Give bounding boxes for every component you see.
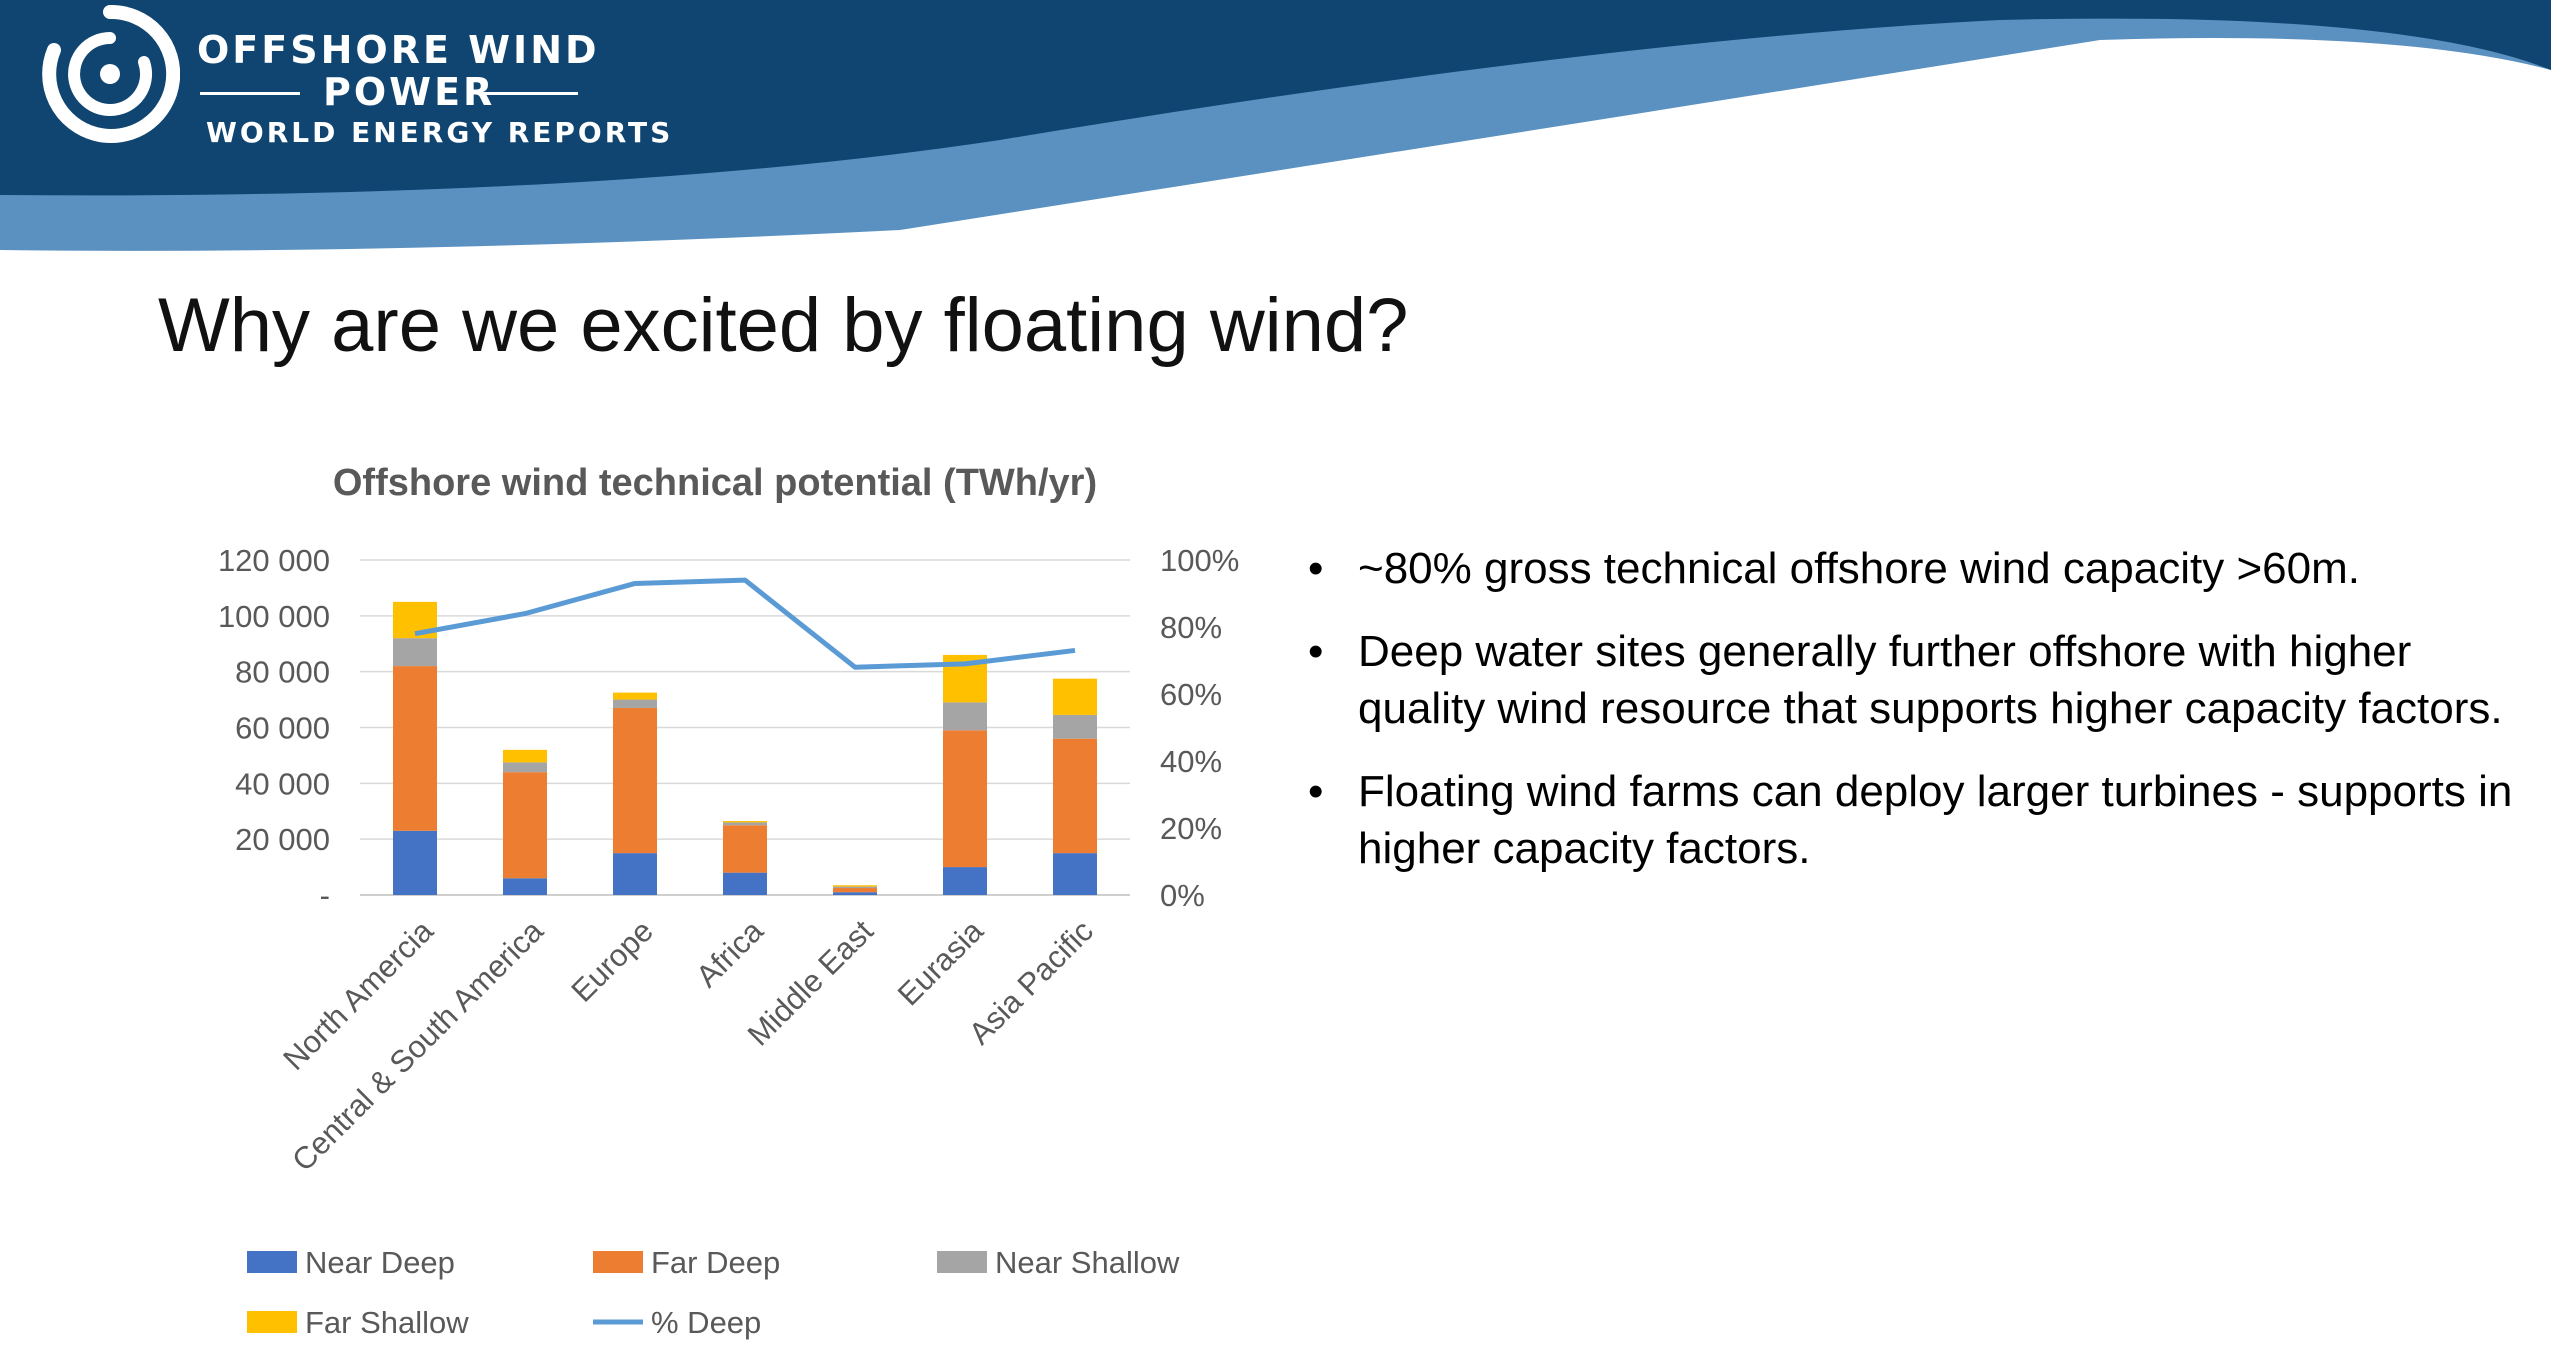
bar-segment bbox=[613, 853, 657, 895]
primary-y-axis: - 20 000 40 000 60 000 80 000 100 000 120 000 bbox=[218, 543, 330, 913]
bar-segment bbox=[613, 707, 657, 854]
logo-subtitle: POWER bbox=[323, 70, 496, 114]
bar-segment bbox=[723, 825, 767, 873]
bar-segment bbox=[1053, 853, 1097, 895]
bullet-list: • ~80% gross technical offshore wind capa… bbox=[1308, 540, 2538, 903]
legend-swatch bbox=[937, 1251, 987, 1273]
bar-segment bbox=[723, 872, 767, 895]
logo-tagline: WORLD ENERGY REPORTS bbox=[206, 116, 674, 149]
y2-tick-label: 20% bbox=[1160, 811, 1222, 846]
logo-rule-left bbox=[200, 92, 300, 95]
bar-segment bbox=[943, 702, 987, 731]
bar-segment bbox=[393, 830, 437, 895]
bar-segment bbox=[393, 666, 437, 831]
bullet-text: Deep water sites generally further offsh… bbox=[1358, 627, 2503, 733]
x-tick-label: Eurasia bbox=[891, 913, 991, 1013]
bar-segment bbox=[723, 822, 767, 826]
bar-segment bbox=[503, 749, 547, 763]
logo-rule-right bbox=[478, 92, 578, 95]
bar-segment bbox=[723, 821, 767, 823]
bar-segment bbox=[393, 638, 437, 667]
bar-segment bbox=[503, 762, 547, 773]
secondary-y-axis: 0% 20% 40% 60% 80% 100% bbox=[1160, 543, 1239, 913]
bar-segment bbox=[613, 692, 657, 700]
y-tick-label: - bbox=[320, 878, 330, 913]
y-tick-label: 20 000 bbox=[235, 822, 330, 857]
logo: OFFSHORE WIND POWER WORLD ENERGY REPORTS bbox=[40, 0, 670, 160]
bar-segment bbox=[1053, 678, 1097, 715]
bar-segment bbox=[943, 730, 987, 868]
x-tick-label: Europe bbox=[565, 913, 660, 1008]
slide-title: Why are we excited by floating wind? bbox=[158, 283, 1409, 368]
y-tick-label: 60 000 bbox=[235, 711, 330, 746]
bar-segment bbox=[833, 886, 877, 889]
y2-tick-label: 40% bbox=[1160, 744, 1222, 779]
legend-swatch bbox=[247, 1251, 297, 1273]
y-tick-label: 40 000 bbox=[235, 766, 330, 801]
chart-bars bbox=[393, 601, 1097, 895]
x-tick-label: Africa bbox=[689, 913, 770, 994]
bar-segment bbox=[503, 772, 547, 879]
legend-swatch bbox=[247, 1311, 297, 1333]
bullet-item: • ~80% gross technical offshore wind capa… bbox=[1308, 540, 2538, 597]
y2-tick-label: 80% bbox=[1160, 610, 1222, 645]
chart-line bbox=[414, 577, 1076, 670]
y2-tick-label: 0% bbox=[1160, 878, 1205, 913]
legend-label: Near Shallow bbox=[995, 1245, 1180, 1280]
legend-label: Near Deep bbox=[305, 1245, 455, 1280]
legend-label: Far Shallow bbox=[305, 1305, 469, 1340]
y-tick-label: 120 000 bbox=[218, 543, 330, 578]
y2-tick-label: 60% bbox=[1160, 677, 1222, 712]
chart-legend: Near Deep Far Deep Near Shallow Far Shallow… bbox=[247, 1245, 1180, 1340]
bar-segment bbox=[1053, 738, 1097, 854]
bullet-text: ~80% gross technical offshore wind capac… bbox=[1358, 544, 2360, 593]
legend-swatch bbox=[593, 1251, 643, 1273]
logo-title: OFFSHORE WIND bbox=[197, 28, 600, 72]
bar-segment bbox=[833, 892, 877, 895]
bullet-point-icon: • bbox=[1308, 544, 1324, 593]
legend-label: Far Deep bbox=[651, 1245, 780, 1280]
bar-segment bbox=[833, 888, 877, 893]
bar-segment bbox=[943, 867, 987, 895]
series-line bbox=[414, 577, 1076, 670]
banner-dark-wave bbox=[0, 0, 2551, 196]
bullet-point-icon: • bbox=[1308, 767, 1324, 816]
bullet-item: • Deep water sites generally further offs… bbox=[1308, 623, 2538, 737]
bar-segment bbox=[833, 885, 877, 887]
bar-segment bbox=[613, 699, 657, 708]
bar-segment bbox=[1053, 714, 1097, 739]
y-tick-label: 80 000 bbox=[235, 655, 330, 690]
bullet-item: • Floating wind farms can deploy larger t… bbox=[1308, 763, 2538, 877]
bullet-text: Floating wind farms can deploy larger tu… bbox=[1358, 767, 2513, 873]
offshore-wind-chart: Offshore wind technical potential (TWh/y… bbox=[218, 462, 1239, 1340]
legend-label: % Deep bbox=[651, 1305, 761, 1340]
banner-light-wave bbox=[0, 0, 2551, 251]
logo-swirl-icon bbox=[42, 4, 180, 143]
y-tick-label: 100 000 bbox=[218, 599, 330, 634]
bar-segment bbox=[503, 878, 547, 895]
bullet-point-icon: • bbox=[1308, 627, 1324, 676]
chart-title: Offshore wind technical potential (TWh/y… bbox=[333, 462, 1097, 504]
header-banner bbox=[0, 0, 2551, 251]
y2-tick-label: 100% bbox=[1160, 543, 1239, 578]
